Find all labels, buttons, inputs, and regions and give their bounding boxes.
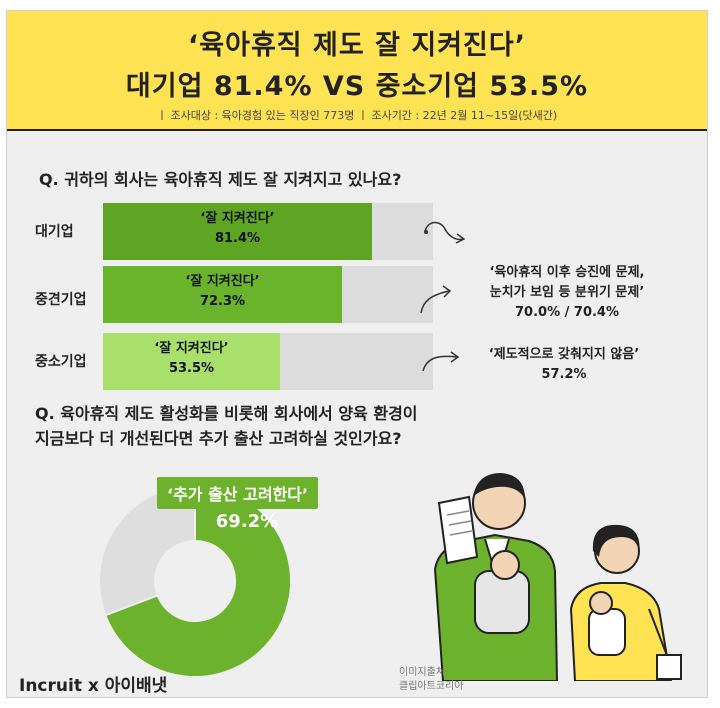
curved-arrow-icon <box>420 285 452 314</box>
question-2-line2: 지금보다 더 개선된다면 추가 출산 고려하실 것인가요? <box>35 429 402 448</box>
curved-arrow-icon <box>422 351 460 372</box>
donut-label-value: 69.2% <box>215 511 279 532</box>
image-credit-line2: 클립아트코리아 <box>399 681 464 692</box>
category-label-large: 대기업 <box>35 224 74 240</box>
brand-logo: Incruit x 아이배냇 <box>19 676 168 696</box>
question-2: Q. 육아휴직 제도 활성화를 비롯해 회사에서 양육 환경이 지금보다 더 개… <box>35 401 418 451</box>
title-line-1: ‘육아휴직 제도 잘 지켜진다’ <box>188 30 526 61</box>
bar-value-mid: 72.3% <box>199 294 246 309</box>
donut-chart <box>95 481 295 685</box>
question-1: Q. 귀하의 회사는 육아휴직 제도 잘 지켜지고 있나요? <box>39 170 402 189</box>
parents-illustration <box>433 473 682 681</box>
bar-label-large: ‘잘 지켜진다’ 81.4% <box>103 209 372 249</box>
bar-text-small: ‘잘 지켜진다’ <box>154 341 229 356</box>
annotation-institutional-value: 57.2% <box>541 367 587 382</box>
annotation-promotion-value: 70.0% / 70.4% <box>515 305 619 320</box>
donut-label: ‘추가 출산 고려한다’ 69.2% <box>157 477 319 532</box>
bar-value-small: 53.5% <box>168 361 215 376</box>
image-credit-line1: 이미지출처: <box>399 667 449 678</box>
bar-track-large: ‘잘 지켜진다’ 81.4% <box>103 203 433 260</box>
bar-mid: ‘잘 지켜진다’ 72.3% <box>103 266 342 323</box>
bar-track-small: ‘잘 지켜진다’ 53.5% <box>103 333 433 390</box>
category-label-small: 중소기업 <box>35 354 87 370</box>
annotation-promotion: ‘육아휴직 이후 승진에 문제, 눈치가 보임 등 분위기 문제’ 70.0% … <box>447 263 687 323</box>
bar-large: ‘잘 지켜진다’ 81.4% <box>103 203 372 260</box>
bar-label-mid: ‘잘 지켜진다’ 72.3% <box>103 272 342 312</box>
category-label-mid: 중견기업 <box>35 292 87 308</box>
bar-small: ‘잘 지켜진다’ 53.5% <box>103 333 280 390</box>
question-2-line1: Q. 육아휴직 제도 활성화를 비롯해 회사에서 양육 환경이 <box>35 404 418 423</box>
bar-value-large: 81.4% <box>214 231 261 246</box>
donut-slice-consider <box>104 483 292 678</box>
bar-text-large: ‘잘 지켜진다’ <box>200 211 275 226</box>
image-credit: 이미지출처: 클립아트코리아 <box>399 666 463 694</box>
title-line-2: 대기업 81.4% VS 중소기업 53.5% <box>125 71 589 102</box>
bar-label-small: ‘잘 지켜진다’ 53.5% <box>103 339 280 379</box>
annotation-institutional-line1: ‘제도적으로 갖춰지지 않음’ <box>488 347 640 362</box>
infographic-frame: ‘육아휴직 제도 잘 지켜진다’ 대기업 81.4% VS 중소기업 53.5%… <box>6 10 708 698</box>
curved-arrow-icon <box>424 221 466 244</box>
donut-chart-svg <box>98 483 292 678</box>
header-banner: ‘육아휴직 제도 잘 지켜진다’ 대기업 81.4% VS 중소기업 53.5%… <box>7 11 707 131</box>
bar-track-mid: ‘잘 지켜진다’ 72.3% <box>103 266 433 323</box>
annotation-promotion-line2: 눈치가 보임 등 분위기 문제’ <box>489 285 645 300</box>
annotation-promotion-line1: ‘육아휴직 이후 승진에 문제, <box>489 265 645 280</box>
donut-label-tag: ‘추가 출산 고려한다’ <box>157 477 319 509</box>
bar-text-mid: ‘잘 지켜진다’ <box>185 274 260 289</box>
survey-info: ㅣ 조사대상 : 육아경험 있는 직장인 773명 ㅣ 조사기간 : 22년 2… <box>156 109 558 122</box>
annotation-institutional: ‘제도적으로 갖춰지지 않음’ 57.2% <box>459 345 669 385</box>
